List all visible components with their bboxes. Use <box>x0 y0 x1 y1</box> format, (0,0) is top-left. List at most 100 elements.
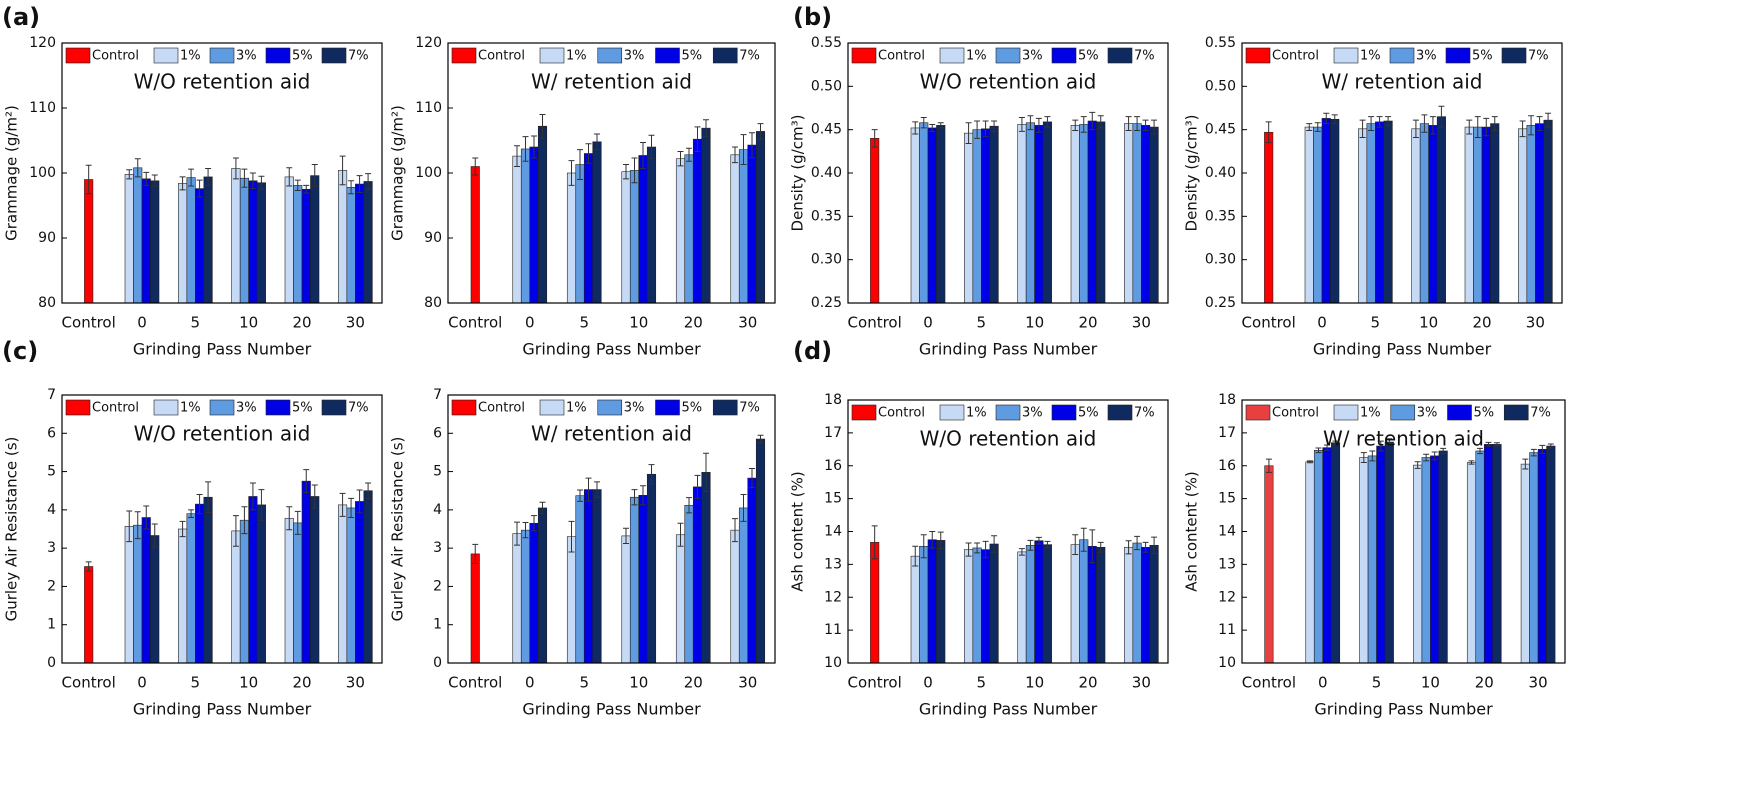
bar <box>338 170 348 304</box>
error-bar <box>1429 116 1436 135</box>
y-tick-label: 100 <box>415 165 442 181</box>
y-tick-label: 2 <box>47 578 56 594</box>
error-bar <box>1376 116 1383 128</box>
legend-label: Control <box>878 406 925 421</box>
bar <box>747 144 757 304</box>
error-bar <box>920 534 927 559</box>
y-tick-label: 5 <box>433 464 442 480</box>
y-tick-label: 0.25 <box>1205 295 1236 311</box>
x-axis-label: Grinding Pass Number <box>1313 340 1492 359</box>
x-tick-label: Control <box>448 314 502 332</box>
x-tick-label: 0 <box>923 674 933 692</box>
x-tick-label: 0 <box>525 314 535 332</box>
legend-swatch <box>995 47 1021 64</box>
x-tick-label: Control <box>62 314 116 332</box>
x-axis-label: Grinding Pass Number <box>522 700 701 719</box>
y-tick-label: 0.50 <box>1205 78 1236 94</box>
error-bar <box>286 167 293 187</box>
legend-swatch <box>153 399 179 416</box>
error-bar <box>1080 527 1087 552</box>
error-bar <box>1142 541 1149 553</box>
bar <box>470 166 480 304</box>
bar <box>583 153 594 304</box>
y-tick-label: 12 <box>824 589 842 605</box>
error-bar <box>232 157 239 180</box>
legend-swatch <box>209 399 235 416</box>
legend-label: 7% <box>1530 406 1551 421</box>
legend-swatch <box>712 47 738 64</box>
bar <box>1079 539 1089 664</box>
y-tick-label: 0.45 <box>811 122 842 138</box>
bar <box>646 473 657 664</box>
bar <box>1017 551 1027 664</box>
x-tick-label: 10 <box>1025 314 1044 332</box>
error-bar <box>640 485 646 506</box>
bar <box>1070 544 1080 664</box>
legend-swatch <box>451 399 477 416</box>
legend-swatch <box>321 47 347 64</box>
error-bar <box>1125 116 1132 132</box>
error-bar <box>1134 116 1141 132</box>
y-tick-label: 0.45 <box>1205 122 1236 138</box>
legend-swatch <box>1333 47 1359 64</box>
bar <box>529 522 539 664</box>
error-bar <box>472 157 479 176</box>
error-bar <box>732 518 738 543</box>
x-tick-label: 20 <box>1078 674 1097 692</box>
y-tick-label: 6 <box>433 425 442 441</box>
error-bar <box>258 489 265 521</box>
error-bar <box>1018 117 1025 132</box>
legend-label: 5% <box>292 49 313 64</box>
bar <box>124 526 134 664</box>
legend-swatch <box>597 399 623 416</box>
error-bar <box>1368 116 1375 132</box>
error-bar <box>1265 121 1272 144</box>
error-bar <box>677 522 684 547</box>
error-bar <box>514 521 520 546</box>
y-tick-label: 90 <box>424 230 442 246</box>
x-tick-label: 0 <box>525 674 535 692</box>
error-bar <box>686 497 692 514</box>
bar <box>919 545 929 664</box>
y-tick-label: 1 <box>47 617 56 633</box>
error-bar <box>258 175 265 190</box>
legend-swatch <box>1501 47 1527 64</box>
error-bar <box>348 180 355 195</box>
bar <box>310 175 320 304</box>
bar <box>1520 463 1530 664</box>
legend-label: 3% <box>1022 406 1043 421</box>
legend-swatch <box>851 47 877 64</box>
error-bar <box>1477 447 1483 455</box>
y-tick-label: 10 <box>824 655 842 671</box>
error-bar <box>1545 112 1552 128</box>
x-axis-label: Grinding Pass Number <box>133 340 312 359</box>
bar <box>1466 462 1477 664</box>
legend-label: 7% <box>1134 49 1155 64</box>
error-bar <box>965 542 972 557</box>
bar <box>284 176 294 304</box>
y-tick-label: 0.35 <box>1205 208 1236 224</box>
y-tick-label: 18 <box>824 392 842 408</box>
bar <box>284 517 294 664</box>
bar <box>575 495 585 664</box>
y-tick-label: 12 <box>1218 589 1236 605</box>
legend-label: 3% <box>1417 406 1438 421</box>
y-tick-label: 14 <box>824 524 842 540</box>
bar <box>1079 124 1089 304</box>
bar <box>936 540 946 664</box>
x-tick-label: 5 <box>579 314 589 332</box>
y-tick-label: 120 <box>415 35 442 51</box>
y-tick-label: 110 <box>29 100 56 116</box>
error-bar <box>196 179 203 198</box>
x-tick-label: 20 <box>684 314 703 332</box>
error-bar <box>703 452 709 492</box>
legend-swatch <box>1447 404 1472 421</box>
bar <box>738 149 749 304</box>
bar <box>133 167 143 304</box>
bar <box>638 495 648 664</box>
error-bar <box>1315 447 1322 454</box>
error-bar <box>585 477 592 502</box>
error-bar <box>365 173 372 190</box>
y-tick-label: 10 <box>1218 655 1236 671</box>
chart-title: W/O retention aid <box>920 427 1097 451</box>
